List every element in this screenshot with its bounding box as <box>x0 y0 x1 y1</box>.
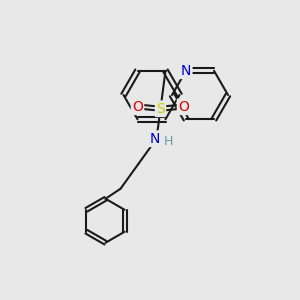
Text: N: N <box>181 64 191 78</box>
Text: N: N <box>149 132 160 146</box>
Text: O: O <box>132 100 143 114</box>
Text: H: H <box>164 135 173 148</box>
Text: S: S <box>156 102 165 116</box>
Text: O: O <box>178 100 189 114</box>
